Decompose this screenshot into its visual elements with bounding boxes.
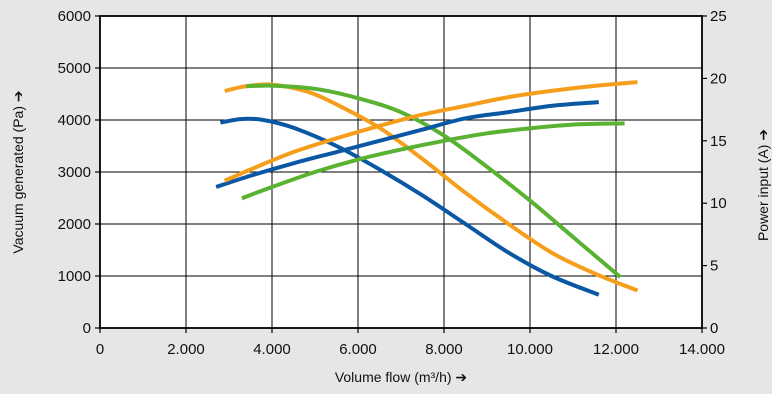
y-left-tick-label: 2000	[58, 216, 91, 233]
y-left-tick-label: 5000	[58, 60, 91, 77]
y-right-axis-ticks: 0 5 10 15 20 25	[702, 8, 727, 337]
y-left-axis-ticks: 0 1000 2000 3000 4000 5000 6000	[58, 8, 100, 337]
x-tick-label: 0	[96, 341, 104, 358]
x-axis-title: Volume flow (m³/h) ➔	[335, 369, 468, 385]
y-left-tick-label: 1000	[58, 268, 91, 285]
x-tick-label: 6.000	[339, 341, 377, 358]
green-power-curve	[241, 121, 625, 201]
x-tick-label: 14.000	[679, 341, 725, 358]
y-right-tick-label: 10	[710, 195, 727, 212]
series-layer	[215, 80, 639, 297]
x-axis-ticks: 0 2.000 4.000 6.000 8.000 10.000 12.000 14.000	[96, 328, 725, 358]
x-tick-label: 2.000	[167, 341, 205, 358]
y-left-axis-title: Vacuum generated (Pa) ➔	[10, 90, 26, 253]
y-left-tick-label: 0	[83, 320, 91, 337]
x-tick-label: 12.000	[593, 341, 639, 358]
y-right-tick-label: 15	[710, 133, 727, 150]
y-left-tick-label: 3000	[58, 164, 91, 181]
y-right-tick-label: 25	[710, 8, 727, 25]
x-tick-label: 4.000	[253, 341, 291, 358]
y-right-axis-title: Power input (A) ➔	[755, 129, 771, 241]
y-left-tick-label: 4000	[58, 112, 91, 129]
y-right-tick-label: 20	[710, 70, 727, 87]
orange-power-curve	[223, 80, 638, 183]
y-right-tick-label: 5	[710, 258, 718, 275]
x-tick-label: 10.000	[507, 341, 553, 358]
blue-power-curve	[215, 100, 599, 189]
x-tick-label: 8.000	[425, 341, 463, 358]
blue-vacuum-curve	[220, 116, 600, 297]
green-vacuum-curve	[246, 83, 622, 279]
y-right-tick-label: 0	[710, 320, 718, 337]
y-left-tick-label: 6000	[58, 8, 91, 25]
